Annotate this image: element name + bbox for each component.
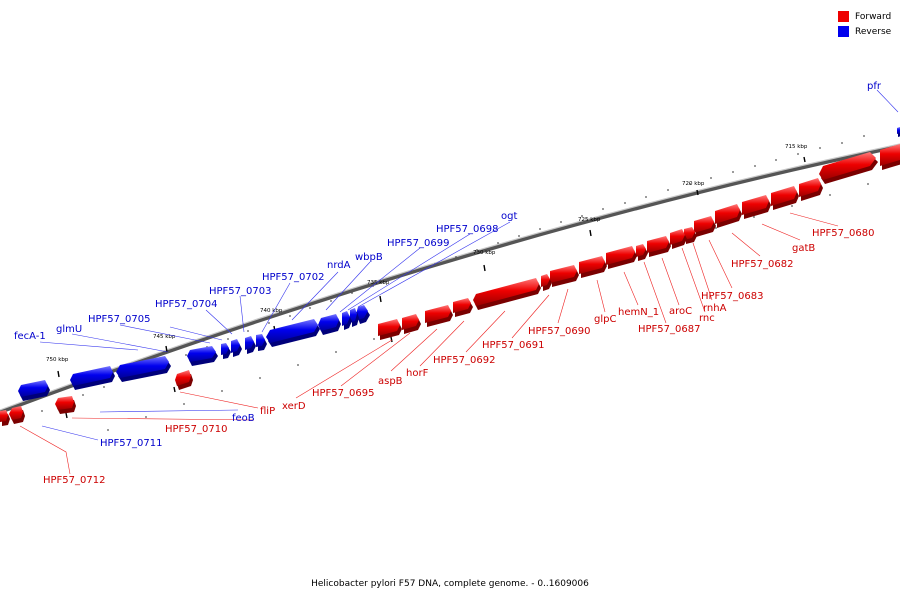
gene-label: HPF57_0692 <box>433 355 495 366</box>
forward-genes <box>0 144 900 426</box>
gene-arrow[interactable] <box>579 256 607 278</box>
gene-label: ogt <box>501 211 517 222</box>
gene-label: HPF57_0699 <box>387 238 449 249</box>
gene-arrow[interactable] <box>647 236 671 257</box>
gene-arrow[interactable] <box>402 314 421 334</box>
gene-label: HPF57_0710 <box>165 424 227 435</box>
gene-arrow[interactable] <box>636 244 648 261</box>
tick-label: 750 kbp <box>46 357 69 363</box>
scale-ticks <box>58 157 805 418</box>
gene-label: HPF57_0703 <box>209 286 271 297</box>
gene-arrow[interactable] <box>231 339 242 357</box>
gene-label: HPF57_0704 <box>155 299 217 310</box>
forward-swatch <box>838 11 849 22</box>
gene-label: HPF57_0702 <box>262 272 324 283</box>
legend-item-reverse: Reverse <box>838 24 898 39</box>
legend-label: Forward <box>855 12 891 22</box>
tick-label: 730 kbp <box>473 250 496 256</box>
gene-label: glpC <box>594 314 616 325</box>
reverse-swatch <box>838 26 849 37</box>
tick-label: 745 kbp <box>153 334 176 340</box>
tick-label: 740 kbp <box>260 308 283 314</box>
gene-arrow[interactable] <box>378 319 402 340</box>
legend-item-forward: Forward <box>838 9 898 24</box>
gene-label: xerD <box>282 401 306 412</box>
gene-label: horF <box>406 368 429 379</box>
gene-label: aroC <box>669 306 692 317</box>
gene-arrow[interactable] <box>742 195 771 219</box>
gene-label: fliP <box>260 406 275 417</box>
gene-arrow[interactable] <box>221 343 231 359</box>
tick-label: 720 kbp <box>682 181 705 187</box>
gene-arrow[interactable] <box>175 370 193 390</box>
gene-label: rnc <box>699 313 715 324</box>
gene-label: pfr <box>867 81 882 92</box>
gene-label: HPF57_0711 <box>100 438 162 449</box>
legend: Forward Reverse <box>838 9 898 39</box>
gene-label: HPF57_0682 <box>731 259 793 270</box>
gene-label: gatB <box>792 243 815 254</box>
gene-arrow[interactable] <box>356 305 370 324</box>
gene-arrow[interactable] <box>550 265 579 287</box>
gene-arrow[interactable] <box>18 380 50 401</box>
gene-arrow[interactable] <box>425 305 453 327</box>
gene-arrow[interactable] <box>245 336 256 354</box>
tick-label: 715 kbp <box>785 144 808 150</box>
tick-label: 725 kbp <box>578 217 601 223</box>
gene-label: aspB <box>378 376 403 387</box>
gene-arrow[interactable] <box>453 298 473 317</box>
gene-label: wbpB <box>355 252 383 263</box>
gene-label: HPF57_0683 <box>701 291 763 302</box>
gene-label: hemN_1 <box>618 307 659 318</box>
gene-label: HPF57_0680 <box>812 228 874 239</box>
legend-label: Reverse <box>855 27 891 37</box>
gene-label: HPF57_0691 <box>482 340 544 351</box>
gene-arrow[interactable] <box>694 216 716 237</box>
genome-map: 715 kbp 720 kbp 725 kbp 730 kbp 735 kbp … <box>0 0 900 600</box>
gene-label: nrdA <box>327 260 351 271</box>
gene-label: HPF57_0705 <box>88 314 150 325</box>
gene-arrow[interactable] <box>799 178 823 201</box>
gene-label: feoB <box>232 413 255 424</box>
gene-arrow[interactable] <box>318 314 341 335</box>
gene-arrow[interactable] <box>55 396 76 414</box>
gene-arrow[interactable] <box>187 346 218 366</box>
gene-arrow[interactable] <box>266 319 320 347</box>
genome-map-figure: 715 kbp 720 kbp 725 kbp 730 kbp 735 kbp … <box>0 0 900 600</box>
gene-arrow[interactable] <box>771 186 799 210</box>
forward-leaders <box>20 213 838 474</box>
gene-label: glmU <box>56 324 82 335</box>
gene-label: HPF57_0695 <box>312 388 374 399</box>
gene-label: HPF57_0687 <box>638 324 700 335</box>
gene-label: fecA-1 <box>14 331 46 342</box>
gene-arrow[interactable] <box>256 334 267 351</box>
gene-arrow[interactable] <box>715 204 742 228</box>
gene-label: HPF57_0690 <box>528 326 590 337</box>
scale-ruler <box>20 135 865 420</box>
figure-caption: Helicobacter pylori F57 DNA, complete ge… <box>0 579 900 589</box>
gene-arrow[interactable] <box>473 278 541 310</box>
forward-gene-labels: HPF57_0680 gatB HPF57_0682 HPF57_0683 rn… <box>43 228 874 486</box>
gene-label: HPF57_0698 <box>436 224 498 235</box>
gene-arrow[interactable] <box>606 246 637 269</box>
gene-arrow[interactable] <box>0 410 10 426</box>
gene-arrow[interactable] <box>70 366 115 390</box>
gene-label: HPF57_0712 <box>43 475 105 486</box>
